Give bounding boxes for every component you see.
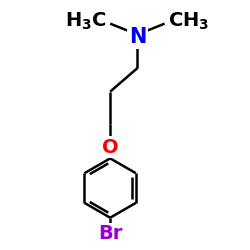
Text: N: N: [129, 27, 146, 47]
Text: Br: Br: [98, 224, 122, 243]
Text: $\mathregular{CH_3}$: $\mathregular{CH_3}$: [168, 10, 209, 32]
Text: $\mathregular{H_3C}$: $\mathregular{H_3C}$: [65, 10, 106, 32]
Text: O: O: [102, 138, 118, 157]
